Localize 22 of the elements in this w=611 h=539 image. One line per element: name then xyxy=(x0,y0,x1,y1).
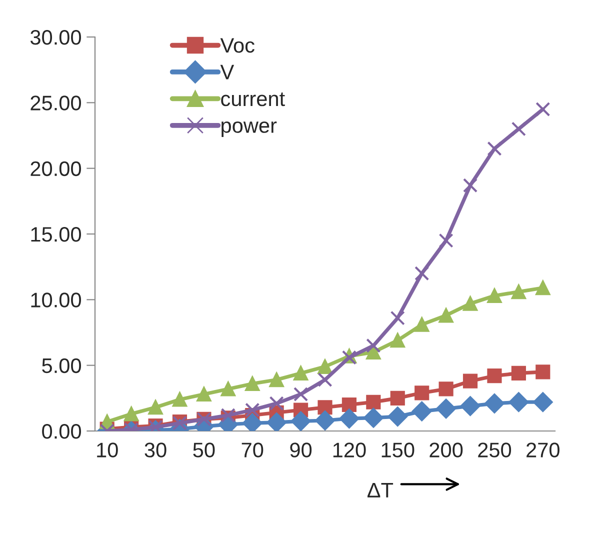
legend-label: current xyxy=(221,92,285,106)
y-tick-label: 5.00 xyxy=(42,358,81,374)
y-tick-label: 0.00 xyxy=(42,424,81,439)
x-tick-label: 70 xyxy=(242,442,264,458)
legend-label: Voc xyxy=(220,38,254,53)
y-tick-label: 20.00 xyxy=(30,161,81,176)
x-tick-label: 90 xyxy=(290,442,312,458)
x-tick-label: 10 xyxy=(97,442,118,458)
y-tick-label: 25.00 xyxy=(30,96,81,110)
legend-label: V xyxy=(220,64,234,80)
x-tick-label: 120 xyxy=(333,442,366,458)
x-tick-label: 50 xyxy=(193,442,215,458)
y-tick-label: 15.00 xyxy=(31,227,81,242)
y-tick-label: 30.00 xyxy=(30,30,81,45)
x-tick-label: 150 xyxy=(382,442,414,458)
x-axis-title: ΔT xyxy=(368,482,394,498)
x-tick-label: 250 xyxy=(478,442,512,458)
legend-label: power xyxy=(222,121,277,138)
x-tick-label: 30 xyxy=(144,442,166,458)
y-tick-label: 10.00 xyxy=(31,292,81,308)
x-tick-label: 200 xyxy=(430,442,463,458)
x-tick-label: 270 xyxy=(526,442,560,458)
